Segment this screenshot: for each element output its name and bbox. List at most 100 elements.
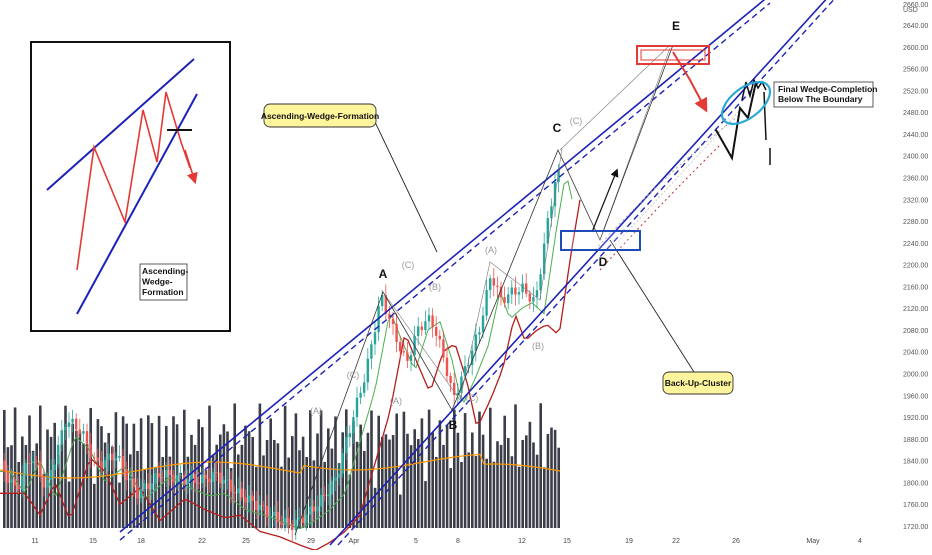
volume-bar	[247, 431, 251, 528]
volume-bar	[406, 433, 409, 528]
candle-body	[532, 297, 535, 302]
completion-note-text: Final Wedge-Completion Below The Boundary	[778, 84, 877, 104]
candle-body	[442, 339, 445, 358]
volume-bar	[399, 494, 402, 528]
wave-label-major: E	[672, 19, 680, 33]
candle-body	[395, 323, 398, 342]
volume-bar	[215, 444, 218, 528]
candles-layer	[3, 163, 560, 541]
time-axis[interactable]: 11 15 18 22 25 29 Apr 5 8 12 15 19 22 26 May 4	[31, 538, 862, 545]
y-tick-label: 2080.00	[903, 328, 928, 335]
final-zigzag	[715, 81, 757, 161]
candle-body	[46, 479, 49, 488]
candle-body	[471, 350, 474, 366]
wave-label-minor: (B)	[532, 341, 544, 351]
candle-body	[449, 376, 452, 383]
x-tick-label: 22	[198, 538, 206, 545]
volume-bar	[517, 466, 521, 528]
volume-bar	[438, 420, 442, 528]
candle-body	[35, 461, 38, 463]
inset-arrow	[184, 149, 198, 185]
final-spike-1	[763, 91, 767, 141]
candle-body	[233, 491, 236, 494]
projection-line-3	[614, 109, 741, 246]
candle-body	[323, 494, 326, 497]
volume-bar	[359, 424, 362, 528]
candle-body	[273, 511, 276, 516]
volume-bar	[204, 470, 208, 528]
volume-bar	[17, 462, 20, 528]
highlight-box-blue	[560, 230, 641, 251]
candle-body	[363, 382, 366, 393]
volume-bar	[118, 482, 121, 528]
candle-body	[179, 474, 182, 476]
candle-body	[60, 430, 63, 445]
candle-body	[352, 417, 355, 434]
volume-bar	[474, 455, 478, 528]
y-tick-label: 2520.00	[903, 88, 928, 95]
x-tick-label: May	[806, 538, 820, 545]
volume-bar	[298, 450, 301, 528]
candle-body	[287, 517, 290, 525]
candle-body	[402, 351, 405, 353]
volume-bar	[82, 443, 85, 528]
candle-body	[103, 460, 107, 468]
volume-bar	[471, 432, 474, 528]
wave-labels: A B C D E (A) (C) (B) (A) (C) (C) (B) (A) (C)	[310, 19, 680, 432]
candle-body	[309, 506, 312, 515]
volume-bar	[467, 452, 470, 528]
candle-body	[64, 426, 67, 431]
candle-body	[557, 169, 560, 183]
x-tick-label: 29	[307, 538, 315, 545]
wave-path-secondary	[382, 147, 563, 401]
candle-body	[388, 313, 391, 320]
candle-body	[301, 517, 305, 523]
inset-upper-line	[46, 58, 195, 191]
volume-bar	[409, 445, 413, 528]
candle-body	[157, 473, 161, 478]
volume-bar	[262, 455, 265, 528]
candle-body	[193, 474, 197, 483]
candle-body	[57, 444, 60, 465]
volume-bar	[60, 442, 64, 528]
candle-body	[438, 335, 441, 340]
volume-bar	[352, 421, 355, 528]
volume-bar	[478, 411, 481, 528]
candle-body	[489, 278, 492, 291]
wave-label-minor: (B)	[429, 282, 441, 292]
candle-body	[337, 473, 341, 478]
candle-body	[485, 290, 488, 316]
candle-body	[269, 515, 272, 518]
candle-body	[517, 292, 521, 295]
candle-body	[550, 206, 553, 219]
volume-bar	[424, 481, 427, 528]
candle-body	[431, 315, 434, 328]
y-tick-label: 1960.00	[903, 393, 928, 400]
candle-body	[514, 287, 517, 295]
volume-bar	[499, 444, 503, 528]
candle-body	[492, 278, 495, 286]
candle-body	[93, 457, 96, 459]
projection-line-1	[559, 44, 671, 151]
candle-body	[229, 479, 233, 492]
inset-panel: Ascending-Wedge-Formation	[30, 41, 231, 332]
candle-body	[456, 392, 459, 395]
candle-body	[114, 457, 117, 461]
wave-label-minor: (A)	[390, 396, 402, 406]
volume-bar	[93, 483, 96, 528]
candle-body	[319, 494, 323, 507]
volume-bar	[402, 411, 406, 528]
volume-bar	[283, 405, 287, 528]
candle-body	[161, 477, 164, 479]
volume-bar	[31, 450, 35, 528]
candle-body	[10, 479, 13, 483]
y-tick-label: 1800.00	[903, 480, 928, 487]
candle-body	[384, 295, 387, 314]
price-axis[interactable]: USD 2660.00 2640.00 2600.00 2560.00 2520.00 2…	[903, 2, 928, 531]
candle-body	[424, 321, 427, 330]
candle-body	[125, 469, 128, 481]
candle-body	[262, 505, 265, 507]
candle-body	[42, 476, 45, 488]
volume-bar	[312, 460, 316, 528]
volume-bar	[309, 410, 312, 528]
